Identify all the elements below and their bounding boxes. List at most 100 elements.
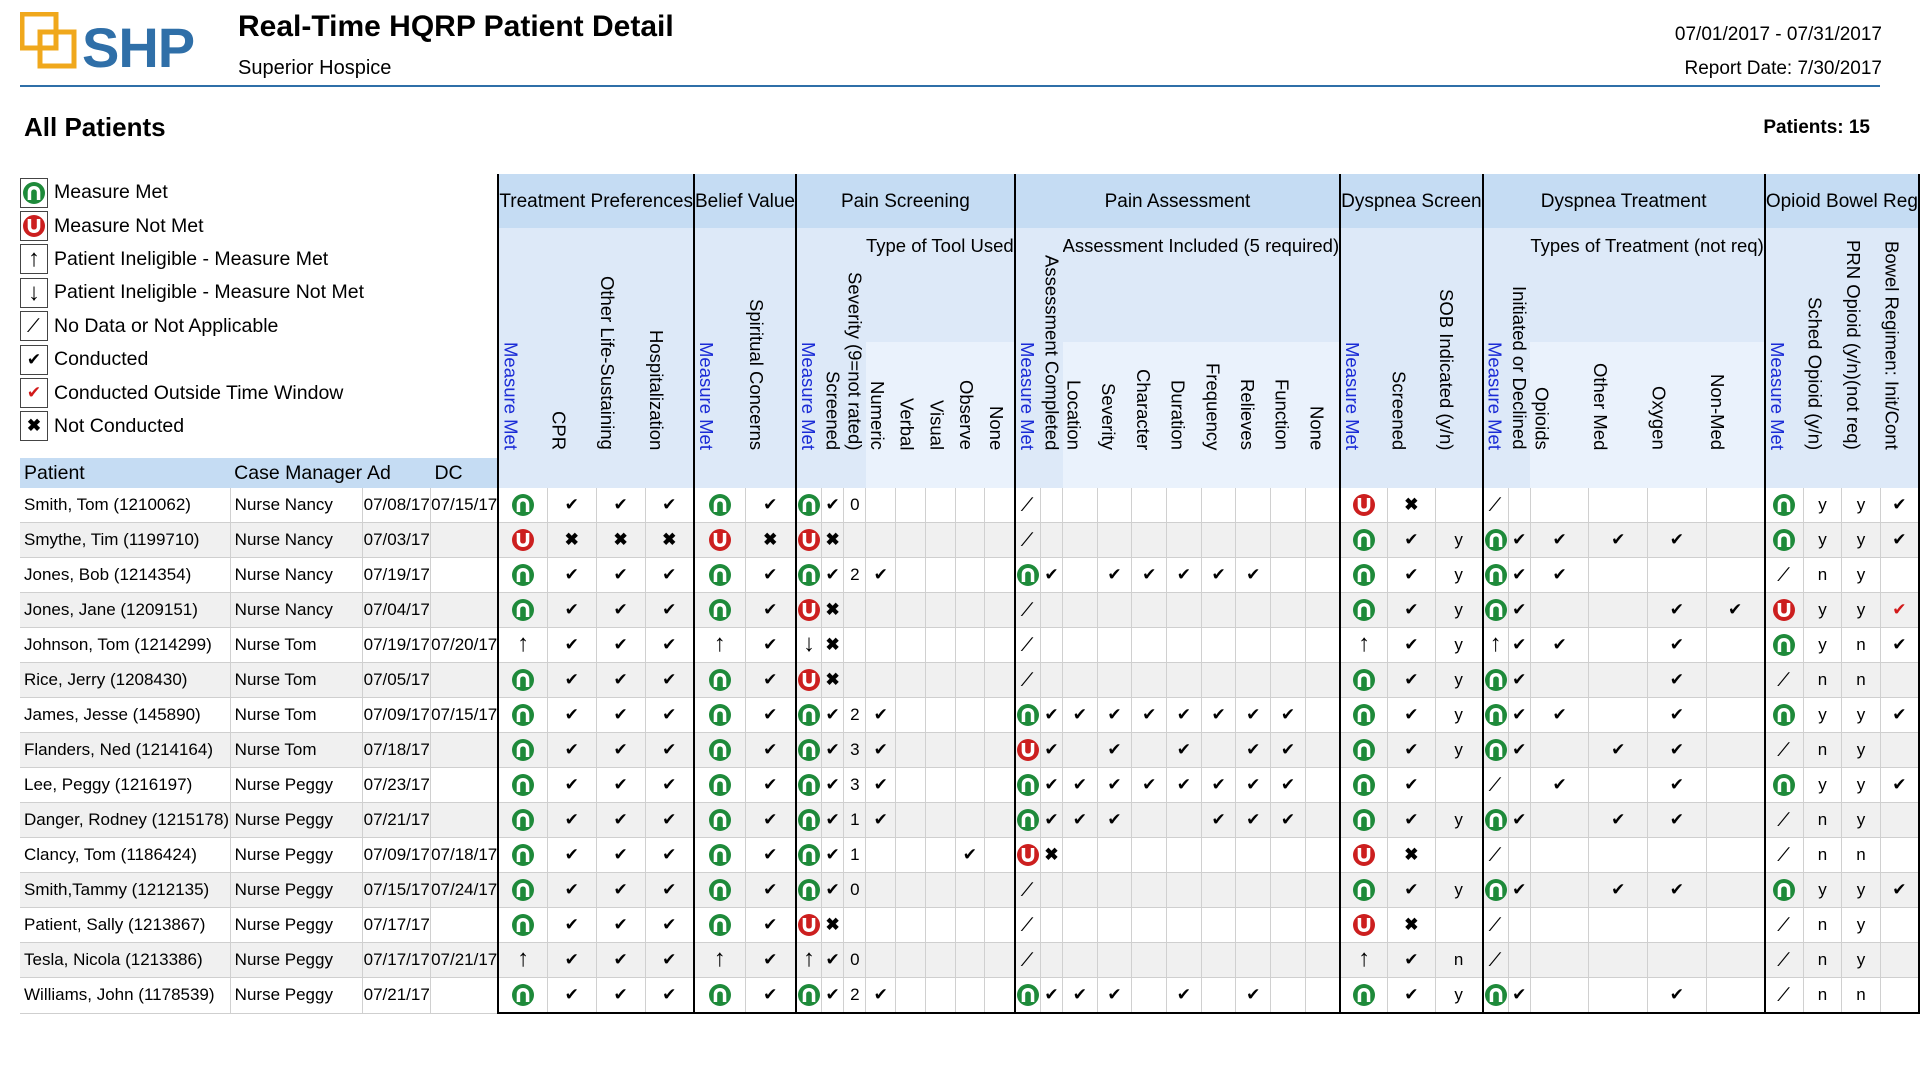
conducted-icon: ✔: [1404, 600, 1419, 619]
conducted-icon: ✔: [825, 495, 840, 514]
table-row[interactable]: Williams, John (1178539) Nurse Peggy 07/21…: [20, 977, 1920, 1014]
status-cell: [1270, 872, 1306, 908]
status-cell: ✖: [644, 522, 694, 558]
table-row[interactable]: Lee, Peggy (1216197) Nurse Peggy 07/23/17 ✔…: [20, 767, 1920, 803]
table-row[interactable]: Clancy, Tom (1186424) Nurse Peggy 07/09/17…: [20, 837, 1920, 873]
conducted-icon: ✔: [1044, 775, 1059, 794]
discharge-date: [429, 732, 499, 768]
status-cell: [795, 522, 822, 558]
table-row[interactable]: Jones, Bob (1214354) Nurse Nancy 07/19/17 ✔…: [20, 557, 1920, 593]
patient-name[interactable]: Williams, John (1178539): [20, 977, 231, 1014]
patient-name[interactable]: Lee, Peggy (1216197): [20, 767, 231, 803]
admit-date: 07/21/17: [362, 802, 431, 838]
conducted-icon: ✔: [613, 810, 628, 829]
conducted-icon: ✔: [613, 635, 628, 654]
status-cell: ∕: [1013, 942, 1041, 978]
conducted-icon: ✔: [1669, 635, 1684, 654]
patient-name[interactable]: Clancy, Tom (1186424): [20, 837, 231, 873]
status-cell: ✔: [1507, 662, 1531, 698]
col-header-other-med: Other Med: [1588, 342, 1648, 458]
status-cell: [1039, 662, 1063, 698]
measure-met-icon: [1484, 669, 1508, 691]
patient-name[interactable]: Johnson, Tom (1214299): [20, 627, 231, 663]
status-cell: [693, 872, 745, 908]
no-data-icon: ∕: [32, 314, 36, 337]
case-manager: Nurse Peggy: [229, 837, 363, 873]
legend-label: Patient Ineligible - Measure Not Met: [54, 281, 364, 304]
status-cell: [497, 522, 548, 558]
measure-met-icon: [708, 669, 732, 691]
status-cell: [693, 802, 745, 838]
status-cell: ✔: [1200, 767, 1236, 803]
legend-label: No Data or Not Applicable: [54, 314, 279, 337]
table-row[interactable]: Patient, Sally (1213867) Nurse Peggy 07/17…: [20, 907, 1920, 943]
conducted-icon: ✔: [662, 705, 677, 724]
conducted-icon: ✔: [1892, 880, 1907, 899]
conducted-icon: ✔: [1044, 740, 1059, 759]
status-cell: ↑: [693, 627, 745, 663]
status-cell: ∕: [1763, 802, 1804, 838]
table-row[interactable]: Rice, Jerry (1208430) Nurse Tom 07/05/17 ✔ ✔…: [20, 662, 1920, 698]
table-row[interactable]: Tesla, Nicola (1213386) Nurse Peggy 07/17/…: [20, 942, 1920, 978]
no-data-icon: ∕: [1493, 948, 1498, 971]
status-cell: [1339, 802, 1388, 838]
status-cell: [1200, 732, 1236, 768]
status-cell: [1166, 872, 1202, 908]
patient-name[interactable]: Flanders, Ned (1214164): [20, 732, 231, 768]
table-row[interactable]: Danger, Rodney (1215178) Nurse Peggy 07/21…: [20, 802, 1920, 838]
patient-name[interactable]: Tesla, Nicola (1213386): [20, 942, 231, 978]
conducted-icon: ✔: [1552, 530, 1567, 549]
status-cell: ✔: [1647, 732, 1707, 768]
table-row[interactable]: James, Jesse (145890) Nurse Tom 07/09/17 07…: [20, 697, 1920, 733]
table-row[interactable]: Smith, Tom (1210062) Nurse Nancy 07/08/17 0…: [20, 488, 1920, 523]
status-cell: y: [1434, 662, 1483, 698]
conducted-icon: ✔: [1512, 705, 1527, 724]
status-cell: ✔: [744, 662, 796, 698]
patient-name[interactable]: Smith,Tammy (1212135): [20, 872, 231, 908]
conducted-icon: ✔: [1246, 705, 1261, 724]
discharge-date: [429, 977, 499, 1014]
status-cell: [924, 907, 956, 943]
status-cell: ✔: [1096, 767, 1132, 803]
status-cell: y: [1802, 627, 1842, 663]
status-cell: [1235, 907, 1271, 943]
no-data-icon: ∕: [1026, 668, 1030, 691]
patient-name[interactable]: Jones, Jane (1209151): [20, 592, 231, 628]
cell-value: 1: [850, 810, 860, 829]
patient-name[interactable]: Rice, Jerry (1208430): [20, 662, 231, 698]
conducted-icon: ✔: [1611, 810, 1626, 829]
patient-name[interactable]: Jones, Bob (1214354): [20, 557, 231, 593]
measure-met-icon: [798, 844, 821, 866]
status-cell: ✔: [1166, 732, 1202, 768]
case-manager: Nurse Peggy: [229, 942, 363, 978]
patient-name[interactable]: Smythe, Tim (1199710): [20, 522, 231, 558]
measure-met-icon: [798, 879, 821, 901]
status-cell: 1: [843, 802, 866, 838]
cell-value: y: [1454, 985, 1463, 1004]
table-row[interactable]: Smythe, Tim (1199710) Nurse Nancy 07/03/17…: [20, 522, 1920, 558]
table-row[interactable]: Flanders, Ned (1214164) Nurse Tom 07/18/17…: [20, 732, 1920, 768]
case-manager: Nurse Peggy: [229, 977, 363, 1014]
table-row[interactable]: Smith,Tammy (1212135) Nurse Peggy 07/15/17…: [20, 872, 1920, 908]
table-row[interactable]: Jones, Jane (1209151) Nurse Nancy 07/04/17…: [20, 592, 1920, 628]
patient-name[interactable]: Patient, Sally (1213867): [20, 907, 231, 943]
status-cell: [924, 837, 956, 873]
status-cell: 2: [843, 977, 866, 1014]
measure-met-icon: [1484, 879, 1508, 901]
measure-not-met-icon: [1772, 599, 1796, 621]
status-cell: [1304, 488, 1341, 523]
patient-name[interactable]: James, Jesse (145890): [20, 697, 231, 733]
status-cell: ✔: [821, 767, 844, 803]
table-row[interactable]: Johnson, Tom (1214299) Nurse Tom 07/19/17 0…: [20, 627, 1920, 663]
status-cell: ∕: [1013, 522, 1041, 558]
status-cell: ✔: [1200, 802, 1236, 838]
status-cell: ✔: [1166, 767, 1202, 803]
patient-name[interactable]: Danger, Rodney (1215178): [20, 802, 231, 838]
conducted-icon: ✔: [763, 845, 778, 864]
patient-name[interactable]: Smith, Tom (1210062): [20, 488, 231, 523]
measure-met-icon: [708, 809, 732, 831]
status-cell: ✖: [595, 522, 646, 558]
conducted-icon: ✔: [1892, 635, 1907, 654]
status-cell: [497, 907, 548, 943]
status-cell: [1588, 662, 1648, 698]
